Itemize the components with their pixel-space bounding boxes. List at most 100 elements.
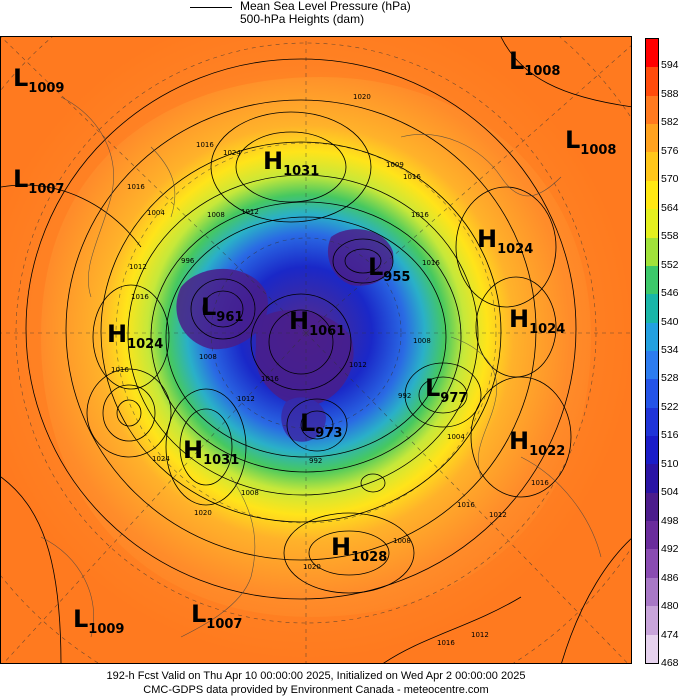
colorbar-segment [646,634,658,663]
pressure-high-center: H1028 [331,533,388,565]
pressure-low-center: L1009 [73,605,125,637]
colorbar-segment [646,209,658,238]
colorbar-tick-label: 504 [661,486,679,499]
forecast-map: 1020 1016 1024 1009 1016 1016 1004 1008 1012 1016… [0,36,632,664]
colorbar-tick-label: 474 [661,628,679,641]
isobar-value-label: 1008 [241,489,259,497]
forecast-valid-time: 192-h Fcst Valid on Thu Apr 10 00:00:00 … [106,670,526,682]
colorbar-tick-label: 576 [661,144,679,157]
pressure-low-center: L1008 [509,47,561,79]
pressure-low-center: L1008 [565,126,617,158]
isobar-value-label: 992 [309,457,322,465]
map-legend: Mean Sea Level Pressure (hPa) 500-hPa He… [0,0,680,36]
isobar-value-label: 1008 [393,537,411,545]
colorbar-segment [646,464,658,493]
colorbar-segment [646,436,658,465]
isobar-value-label: 992 [398,392,411,400]
colorbar-segment [646,180,658,210]
pressure-low-center: L961 [201,293,244,325]
colorbar-tick-label: 468 [661,657,679,669]
map-canvas: 1020 1016 1024 1009 1016 1016 1004 1008 1012 1016… [1,37,631,663]
isobar-value-label: 1016 [261,375,279,383]
isobar-value-label: 1012 [129,263,147,271]
isobar-value-label: 1024 [152,455,170,463]
isobar-value-label: 1016 [531,479,549,487]
isobar-value-label: 1012 [471,631,489,639]
pressure-high-center: H1024 [107,320,164,352]
pressure-high-center: H1024 [509,305,566,337]
colorbar-tick-label: 522 [661,400,679,413]
colorbar-tick-label: 486 [661,571,679,584]
colorbar-segment [646,350,658,380]
isobar-value-label: 1016 [403,173,421,181]
colorbar-segment [646,95,658,125]
isobar-value-label: 1020 [303,563,321,571]
pressure-low-center: L1007 [13,165,65,197]
colorbar-segment [646,492,658,522]
isobar-contours [1,37,631,663]
isobar-value-label: 1004 [447,433,465,441]
colorbar-tick-label: 594 [661,59,679,72]
colorbar-tick-label: 546 [661,287,679,300]
colorbar-segment [646,67,658,96]
mslp-legend-label: Mean Sea Level Pressure (hPa) [240,0,411,13]
colorbar-tick-label: 480 [661,600,679,613]
outer-warm-zone [1,37,631,663]
colorbar-segment [646,237,658,266]
colorbar-segment [646,606,658,635]
colorbar-segment [646,152,658,181]
isobar-legend-line [190,7,232,8]
colorbar-tick-label: 552 [661,258,679,271]
isobar-value-label: 1024 [223,149,241,157]
isobar-value-label: 1008 [199,353,217,361]
isobar-value-label: 1016 [422,259,440,267]
height-colorbar [645,38,659,664]
colorbar-tick-label: 498 [661,514,679,527]
colorbar-tick-label: 492 [661,543,679,556]
isobar-value-label: 1008 [413,337,431,345]
pressure-high-center: H1061 [289,307,346,339]
colorbar-segment [646,124,658,153]
isobar-value-label: 1016 [127,183,145,191]
pressure-high-center: H1031 [183,436,240,468]
pressure-low-center: L1007 [191,600,243,632]
isobar-labels: 1020 1016 1024 1009 1016 1016 1004 1008 1012 1016… [111,93,549,647]
colorbar-segment [646,577,658,607]
colorbar-segment [646,265,658,295]
colorbar-tick-label: 558 [661,230,679,243]
heights-legend-label: 500-hPa Heights (dam) [240,12,365,26]
colorbar-tick-label: 516 [661,429,679,442]
isobar-value-label: 1016 [411,211,429,219]
colorbar-tick-label: 564 [661,201,679,214]
isobar-value-label: 1004 [147,209,165,217]
isobar-value-label: 1016 [437,639,455,647]
pressure-low-center: L977 [425,374,468,406]
pressure-high-center: H1022 [509,427,566,459]
pressure-low-center: L1009 [13,64,65,96]
isobar-value-label: 1016 [111,366,129,374]
colorbar-segment [646,407,658,437]
isobar-value-label: 1016 [196,141,214,149]
colorbar-tick-label: 528 [661,372,679,385]
colorbar-segment [646,549,658,578]
isobar-value-label: 1020 [353,93,371,101]
isobar-value-label: 1020 [194,509,212,517]
colorbar-segment [646,322,658,351]
isobar-value-label: 1012 [237,395,255,403]
colorbar-tick-label: 534 [661,344,679,356]
colorbar-segment [646,521,658,550]
colorbar-segment [646,379,658,408]
isobar-value-label: 1012 [489,511,507,519]
coastlines [40,96,602,638]
data-credit: CMC-GDPS data provided by Environment Ca… [143,684,489,696]
colorbar-tick-label: 588 [661,87,679,100]
pressure-low-center: L973 [300,409,343,441]
pressure-high-center: H1031 [263,147,320,179]
pressure-low-center: L955 [368,253,411,285]
colorbar-tick-label: 582 [661,116,679,129]
isobar-value-label: 1012 [241,208,259,216]
isobar-value-label: 996 [181,257,195,265]
colorbar-tick-label: 510 [661,457,679,470]
isobar-value-label: 1009 [386,161,404,169]
colorbar-tick-label: 570 [661,173,679,186]
